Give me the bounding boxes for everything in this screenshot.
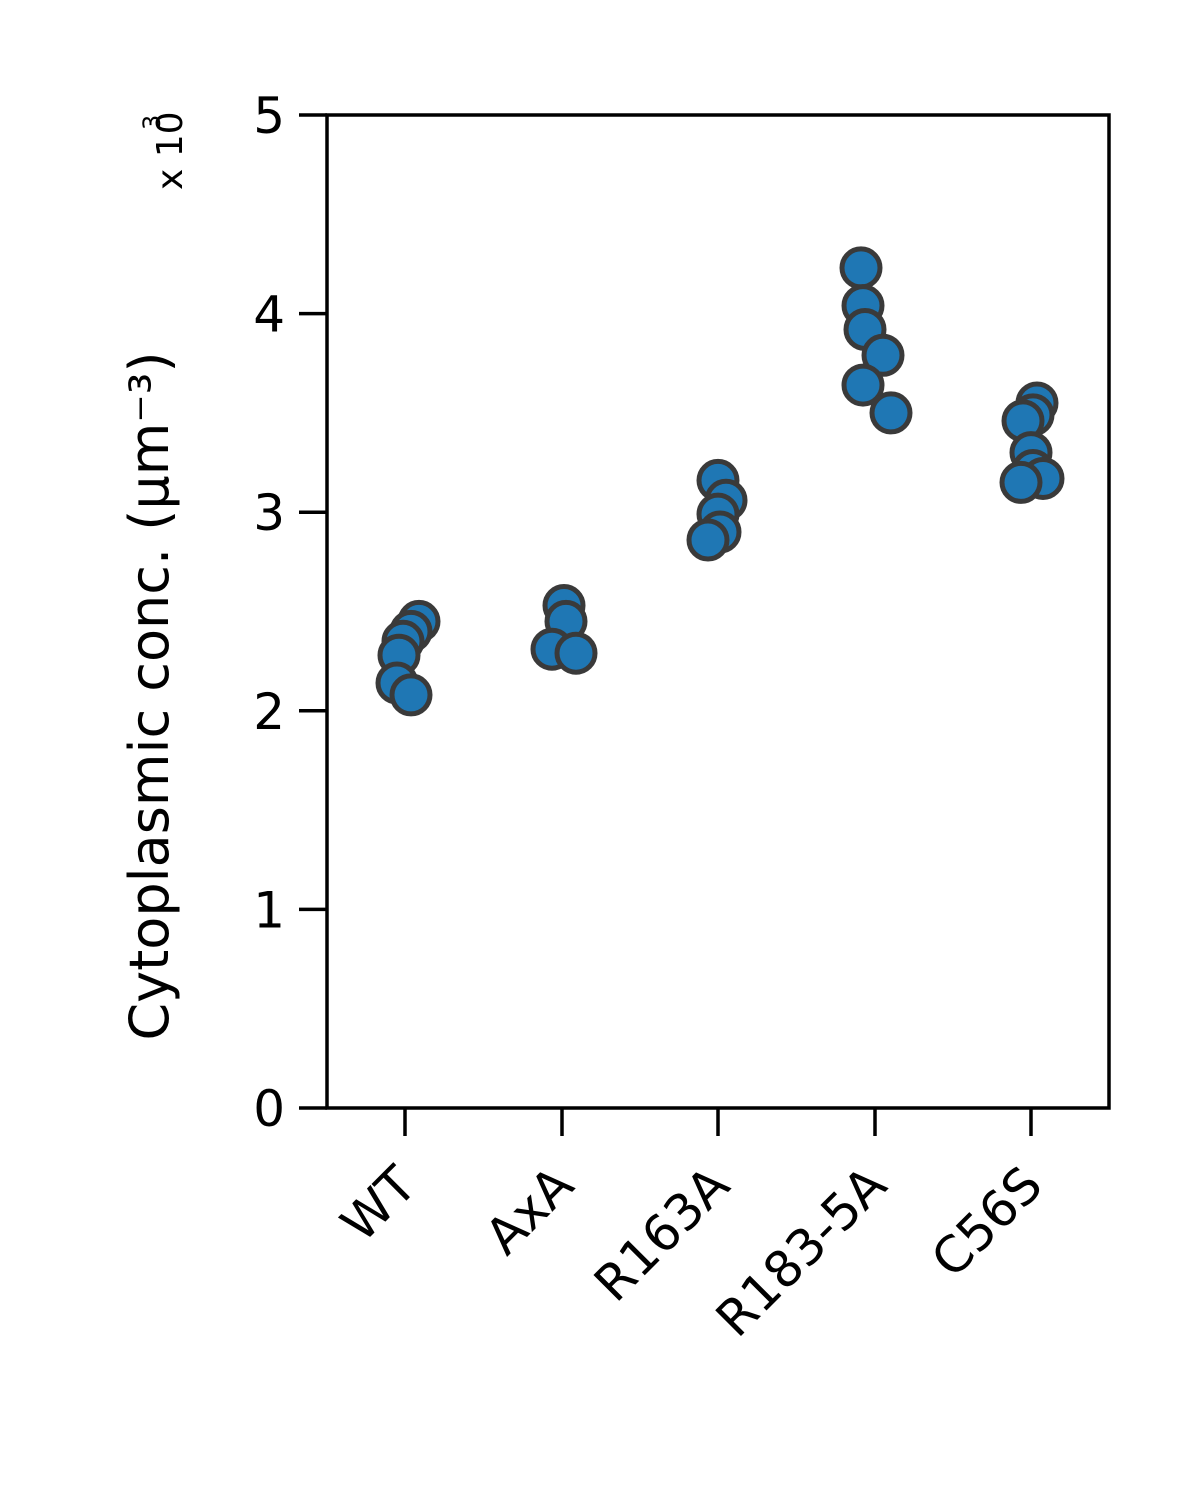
y-tick-label: 4 xyxy=(253,286,285,344)
data-point xyxy=(861,333,905,377)
x-tick-label: R183-5A xyxy=(705,1155,897,1347)
x-tick-label: WT xyxy=(330,1155,428,1253)
y-axis-title: Cytoplasmic conc. (µm⁻³) xyxy=(118,351,181,1040)
data-points xyxy=(375,246,1065,717)
y-tick-label: 3 xyxy=(253,484,285,542)
data-point xyxy=(839,246,883,290)
y-tick-label: 5 xyxy=(253,87,285,145)
data-point xyxy=(389,673,433,717)
multiplier-prefix: x 10 xyxy=(150,111,191,190)
data-point xyxy=(841,363,885,407)
data-point xyxy=(869,391,913,435)
data-point xyxy=(686,518,730,562)
multiplier-exponent: 3 xyxy=(138,115,166,130)
data-point xyxy=(554,631,598,675)
x-tick-label: AxA xyxy=(474,1155,584,1265)
y-axis: 0 1 2 3 4 5 xyxy=(253,87,327,1138)
y-axis-multiplier: x 10 3 xyxy=(138,111,191,190)
plot-frame xyxy=(325,113,1111,1110)
data-point xyxy=(999,460,1043,504)
y-tick-label: 0 xyxy=(253,1080,285,1138)
y-tick-label: 2 xyxy=(253,683,285,741)
x-tick-label: C56S xyxy=(920,1155,1053,1288)
x-tick-label: R163A xyxy=(583,1155,740,1312)
y-tick-label: 1 xyxy=(253,881,285,939)
